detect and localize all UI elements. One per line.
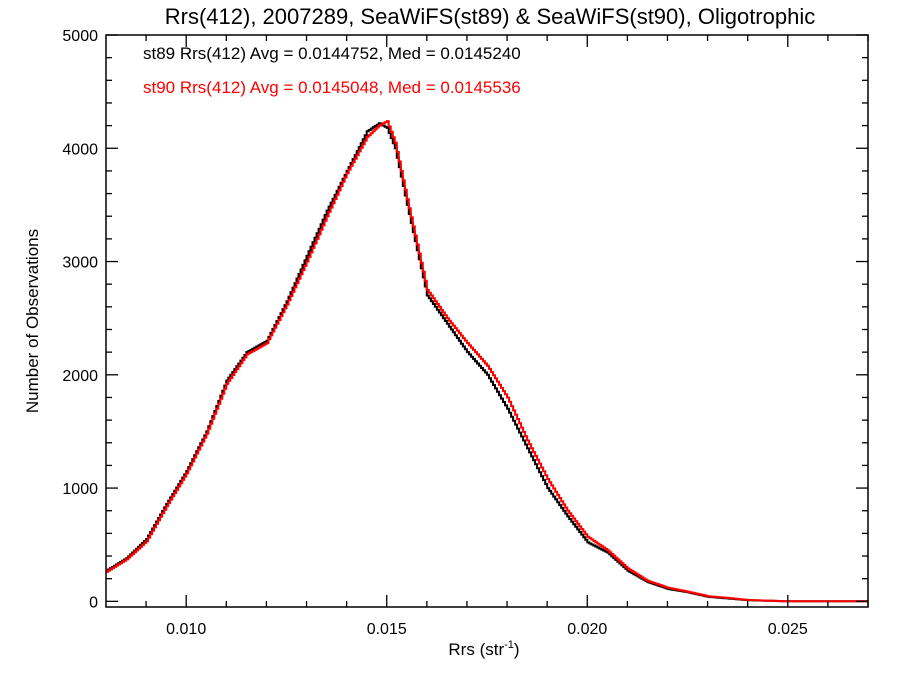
- series-layer: [106, 120, 868, 603]
- st90-annotation: st90 Rrs(412) Avg = 0.0145048, Med = 0.0…: [143, 78, 521, 97]
- st89-annotation: st89 Rrs(412) Avg = 0.0144752, Med = 0.0…: [143, 44, 521, 63]
- x-tick-label: 0.020: [567, 621, 607, 638]
- ticks-layer: 0.010 0.015 0.020 0.025 0 1000 2000 3000 4000 500…: [62, 28, 869, 638]
- y-tick-label: 3000: [62, 255, 98, 272]
- x-tick-label: 0.015: [367, 621, 407, 638]
- y-tick-label: 5000: [62, 28, 98, 45]
- x-tick-label: 0.010: [166, 621, 206, 638]
- y-tick-label: 1000: [62, 481, 98, 498]
- y-axis-label: Number of Observations: [23, 229, 42, 413]
- x-tick-label: 0.025: [768, 621, 808, 638]
- y-tick-label: 4000: [62, 141, 98, 158]
- x-axis-label: Rrs (str-1): [448, 639, 519, 659]
- y-tick-label: 2000: [62, 368, 98, 385]
- series-line-st90: [106, 120, 868, 603]
- chart-title: Rrs(412), 2007289, SeaWiFS(st89) & SeaWi…: [165, 4, 815, 29]
- y-tick-label: 0: [89, 594, 98, 611]
- plot-frame: [105, 34, 869, 608]
